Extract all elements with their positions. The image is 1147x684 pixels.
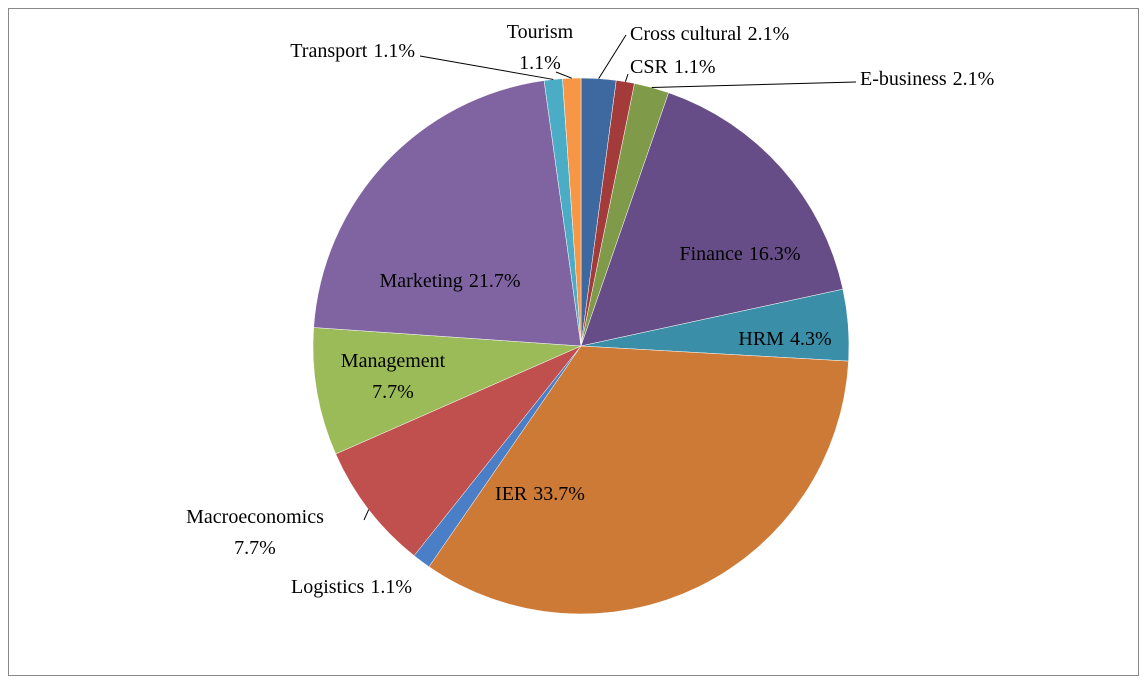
leader-line [363, 509, 370, 521]
label-name: Macroeconomics [186, 506, 324, 528]
label-value: 7.7% [234, 537, 276, 559]
label-value: 1.1% [519, 52, 561, 74]
leader-line [419, 55, 554, 80]
label-value: 21.7% [469, 270, 521, 292]
pie-slice [562, 77, 582, 347]
label-name: Cross cultural [630, 23, 742, 45]
label-name: Management [341, 350, 446, 372]
label-value: 1.1% [370, 576, 412, 598]
data-label: Logistics 1.1% [291, 576, 412, 598]
leader-line [555, 71, 572, 79]
label-name: E-business [860, 68, 947, 90]
label-name: HRM [738, 328, 784, 350]
pie-slice [580, 92, 844, 347]
data-label: Management 7.7% [341, 350, 446, 403]
data-label: Transport 1.1% [290, 40, 415, 62]
label-value: 33.7% [533, 483, 585, 505]
label-name: Logistics [291, 576, 365, 598]
data-label: E-business 2.1% [860, 68, 994, 90]
leader-line [598, 34, 627, 79]
data-label: Tourism 1.1% [507, 21, 574, 74]
data-label: HRM 4.3% [738, 328, 831, 350]
leader-line [624, 73, 629, 82]
label-name: Transport [290, 40, 367, 62]
label-name: Marketing [380, 270, 463, 292]
data-label: Finance 16.3% [680, 243, 801, 265]
data-label: CSR 1.1% [630, 56, 715, 78]
label-value: 7.7% [372, 381, 414, 403]
label-name: Tourism [507, 21, 574, 43]
label-name: Finance [680, 243, 743, 265]
label-value: 1.1% [373, 40, 415, 62]
label-value: 4.3% [790, 328, 832, 350]
label-value: 1.1% [674, 56, 716, 78]
pie-slice [313, 80, 582, 347]
data-label: IER 33.7% [495, 483, 585, 505]
data-label: Macroeconomics 7.7% [186, 506, 324, 559]
label-value: 2.1% [953, 68, 995, 90]
label-name: CSR [630, 56, 668, 78]
leader-line [651, 81, 857, 88]
data-label: Cross cultural 2.1% [630, 23, 789, 45]
label-name: IER [495, 483, 528, 505]
label-value: 16.3% [749, 243, 801, 265]
data-label: Marketing 21.7% [380, 270, 521, 292]
pie-slice [312, 327, 582, 455]
pie-slice [428, 345, 849, 615]
label-value: 2.1% [748, 23, 790, 45]
